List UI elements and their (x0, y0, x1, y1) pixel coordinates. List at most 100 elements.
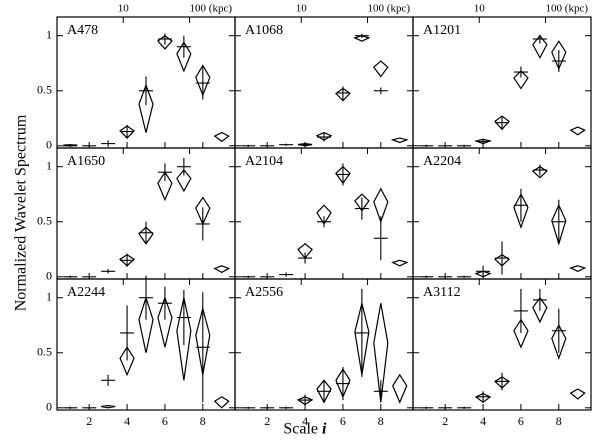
cross (476, 265, 491, 277)
cross (101, 374, 116, 386)
cross (298, 142, 313, 147)
cross (82, 144, 97, 147)
cross (373, 87, 388, 95)
cross (298, 252, 313, 264)
cross (195, 207, 210, 241)
cross (82, 275, 97, 278)
y-tick-label: 0 (46, 138, 52, 152)
cross (513, 66, 528, 78)
cross (139, 76, 153, 106)
diamond (176, 297, 192, 381)
cross (438, 406, 453, 409)
panel-label: A1650 (67, 154, 105, 169)
x-axis-variable: i (322, 421, 327, 438)
cross (101, 269, 116, 274)
cross (551, 50, 566, 73)
cross (139, 221, 153, 244)
cross (176, 290, 191, 346)
x-tick-label: 8 (378, 414, 384, 428)
cross (373, 216, 388, 261)
cross (495, 241, 509, 275)
x-tick-label: 6 (518, 414, 524, 428)
diamond (390, 137, 409, 144)
cross (457, 144, 472, 147)
cross (532, 34, 547, 44)
x2-tick-label: 10 (118, 3, 130, 15)
cross (419, 275, 434, 278)
panel-label: A1068 (245, 23, 283, 38)
cross (457, 275, 472, 278)
cross (419, 406, 434, 409)
x2-tick-label: 100 (kpc) (546, 3, 589, 15)
cross (241, 406, 256, 409)
x-tick-label: 4 (480, 414, 486, 428)
x2-tick-label: 10 (474, 3, 486, 15)
panel-frame (412, 278, 592, 411)
cross (157, 163, 172, 182)
cross (513, 188, 528, 222)
cross (532, 164, 547, 176)
panel-label: A1201 (423, 23, 461, 38)
x-tick-label: 2 (264, 414, 270, 428)
cross (551, 199, 566, 244)
diamond (551, 323, 567, 361)
y-tick-label: 1 (46, 289, 52, 303)
diamond (532, 34, 548, 60)
cross (419, 144, 434, 147)
diamond (569, 126, 586, 136)
diamond (138, 295, 154, 353)
panel-label: A478 (67, 23, 98, 38)
x-tick-label: 2 (86, 414, 92, 428)
x-tick-label: 6 (340, 414, 346, 428)
cross (354, 288, 369, 377)
y-tick-label: 0.5 (37, 83, 52, 97)
cross (176, 35, 191, 58)
cross (82, 406, 97, 409)
x2-tick-label: 100 (kpc) (368, 3, 411, 15)
cross (101, 140, 116, 147)
cross (279, 272, 294, 277)
cross (195, 292, 210, 403)
x-tick-label: 4 (124, 414, 130, 428)
cross (373, 380, 388, 403)
x-tick-label: 4 (302, 414, 308, 428)
cross (335, 163, 350, 186)
x-tick-label: 8 (200, 414, 206, 428)
cross (260, 406, 275, 409)
cross (120, 253, 135, 267)
cross (279, 143, 294, 146)
x-tick-label: 6 (162, 414, 168, 428)
cross (241, 275, 256, 278)
diamond (176, 41, 192, 73)
y-tick-label: 1 (46, 158, 52, 172)
x-axis-label: Scale (283, 421, 318, 438)
cross (532, 288, 547, 311)
cross (317, 132, 331, 142)
diamond (119, 346, 135, 377)
diamond (569, 388, 586, 400)
cross (438, 144, 453, 147)
panel-label: A3112 (423, 285, 461, 300)
x2-tick-label: 100 (kpc) (190, 3, 233, 15)
cross (279, 406, 294, 409)
cross (513, 288, 528, 333)
cross (354, 33, 369, 38)
panel-label: A2104 (245, 154, 283, 169)
diamond (391, 259, 409, 267)
diamond (157, 171, 173, 202)
diamond (213, 396, 230, 409)
diamond (532, 296, 548, 324)
cross (241, 144, 256, 147)
cross (317, 380, 331, 403)
diamond (569, 265, 587, 272)
cross (120, 124, 135, 139)
cross (139, 275, 153, 320)
diamond (176, 169, 192, 193)
y-tick-label: 0.5 (37, 214, 52, 228)
cross (260, 275, 275, 278)
cross (335, 86, 350, 100)
cross (476, 391, 491, 403)
cross (176, 157, 191, 176)
cross (354, 197, 369, 220)
